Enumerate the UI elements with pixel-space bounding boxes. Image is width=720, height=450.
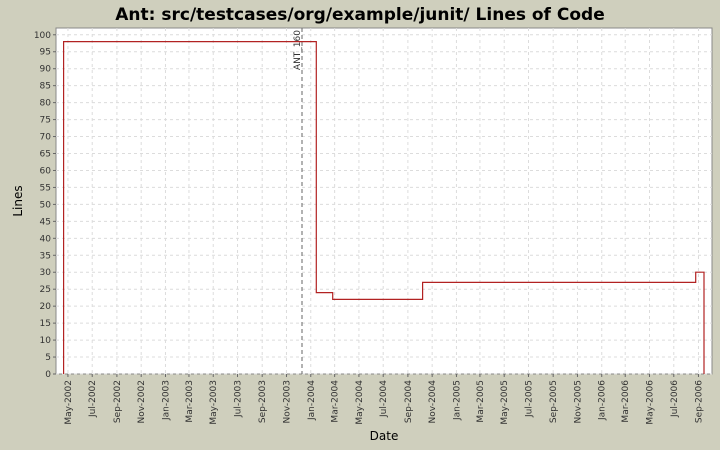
y-tick-label: 0 (45, 370, 51, 380)
x-tick-label: Jan-2005 (452, 380, 462, 421)
y-tick-label: 5 (45, 353, 51, 363)
y-tick-label: 70 (40, 133, 52, 143)
x-tick-label: Jan-2003 (161, 380, 171, 421)
x-tick-label: Mar-2004 (331, 380, 341, 423)
series-layer (62, 40, 705, 374)
y-tick-label: 65 (40, 150, 51, 160)
x-tick-label: Jan-2004 (307, 380, 317, 421)
y-tick-label: 15 (40, 319, 51, 329)
y-tick-label: 60 (40, 166, 52, 176)
chart-title: Ant: src/testcases/org/example/junit/ Li… (115, 5, 604, 25)
x-axis-ticks: May-2002 Jul-2002 Sep-2002 Nov-2002 Jan-2003… (64, 374, 704, 425)
x-tick-label: Sep-2002 (113, 380, 123, 423)
release-marker-label: ANT_160 (293, 30, 303, 70)
x-tick-label: Mar-2003 (185, 380, 195, 423)
plot-area (55, 27, 713, 375)
x-tick-label: Jul-2002 (88, 380, 98, 418)
y-tick-label: 45 (40, 217, 51, 227)
y-tick-label: 30 (40, 268, 52, 278)
y-axis-label: Lines (11, 185, 25, 216)
x-tick-label: Jul-2005 (524, 380, 534, 418)
y-tick-label: 50 (40, 200, 52, 210)
y-tick-label: 25 (40, 285, 51, 295)
x-axis-label: Date (370, 429, 399, 443)
x-tick-label: Jul-2006 (670, 380, 680, 418)
y-tick-label: 75 (40, 116, 51, 126)
marker-lines: ANT_160 (293, 28, 303, 374)
x-tick-label: Sep-2003 (258, 380, 268, 423)
x-tick-label: May-2002 (64, 380, 74, 425)
grid-lines (56, 28, 712, 375)
x-tick-label: Jan-2006 (598, 380, 608, 421)
y-tick-label: 85 (40, 82, 51, 92)
y-tick-label: 40 (40, 234, 52, 244)
y-tick-label: 55 (40, 183, 51, 193)
x-tick-label: Sep-2004 (404, 380, 414, 423)
x-tick-label: Nov-2002 (137, 380, 147, 423)
x-tick-label: May-2006 (646, 380, 656, 425)
x-tick-label: May-2003 (209, 380, 219, 425)
x-tick-label: May-2005 (500, 380, 510, 425)
lines-series-line (62, 40, 705, 374)
x-tick-label: Jul-2003 (234, 380, 244, 418)
x-tick-label: Mar-2005 (476, 380, 486, 423)
x-tick-label: May-2004 (355, 380, 365, 425)
x-tick-label: Sep-2005 (549, 380, 559, 423)
y-axis-ticks: 0 5 10 15 20 25 30 35 40 45 50 55 60 65 70 75 80 85 90 95 10… (34, 31, 56, 380)
y-tick-label: 95 (40, 48, 51, 58)
x-tick-label: Mar-2006 (621, 380, 631, 423)
x-tick-label: Sep-2006 (694, 380, 704, 423)
x-tick-label: Nov-2003 (282, 380, 292, 423)
y-tick-label: 100 (34, 31, 51, 41)
x-tick-label: Jul-2004 (379, 380, 389, 418)
y-tick-label: 10 (40, 336, 52, 346)
y-tick-label: 20 (40, 302, 52, 312)
x-tick-label: Nov-2004 (428, 380, 438, 424)
y-tick-label: 90 (40, 65, 52, 75)
y-tick-label: 80 (40, 99, 52, 109)
x-tick-label: Nov-2005 (573, 380, 583, 423)
y-tick-label: 35 (40, 251, 51, 261)
